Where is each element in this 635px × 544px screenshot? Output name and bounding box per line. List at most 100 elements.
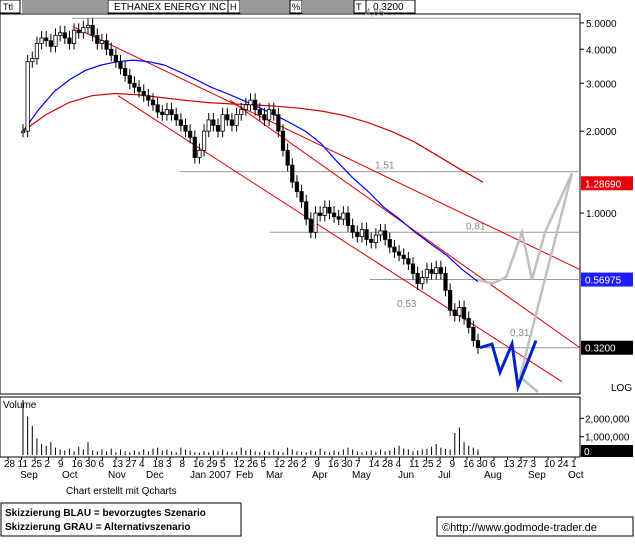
price-badge <box>581 340 633 355</box>
level-label: 0,53 <box>397 299 417 310</box>
candle-body <box>178 119 183 126</box>
candle-body <box>44 37 49 42</box>
candle-body <box>429 269 434 274</box>
candle-body <box>160 111 165 116</box>
candle-body <box>146 95 151 101</box>
time-tick-label: 16 <box>463 459 475 470</box>
time-tick-label: 25 <box>423 459 435 470</box>
candle-body <box>299 191 304 203</box>
candle-body <box>341 212 346 220</box>
time-tick-label: 24 <box>558 459 570 470</box>
scenario-sketches <box>477 172 574 393</box>
volume-tick-label: 2,000,000 <box>585 414 630 425</box>
month-label: Jul <box>438 470 451 481</box>
candle-body <box>20 130 26 134</box>
candle-body <box>420 277 425 285</box>
candle-body <box>62 32 67 39</box>
candle-body <box>369 239 374 243</box>
credit-text: Chart erstellt mit Qcharts <box>66 486 177 497</box>
volume-axis: 2,000,000 1,000,000 0 <box>580 414 633 458</box>
header-spacer-1 <box>22 0 107 13</box>
candle-body <box>364 229 369 240</box>
candle-body <box>104 40 109 50</box>
price-badge <box>581 272 633 287</box>
time-tick-label: 2 <box>301 459 307 470</box>
candle-body <box>276 114 281 132</box>
month-label: Sep <box>528 470 546 481</box>
candle-body <box>183 124 188 132</box>
time-tick-label: 26 <box>288 459 300 470</box>
month-label: Aug <box>484 470 502 481</box>
time-tick-label: 3 <box>166 459 172 470</box>
log-scale-label: LOG <box>611 383 632 394</box>
candle-body <box>271 109 276 116</box>
candle-body <box>220 114 225 132</box>
candle-body <box>461 307 467 319</box>
candle-body <box>206 119 211 132</box>
candle-body <box>406 258 411 265</box>
candle-body <box>336 216 341 220</box>
month-label: Mar <box>266 470 284 481</box>
candle-body <box>58 32 63 36</box>
candle-body <box>243 104 248 111</box>
candle-body <box>81 27 86 34</box>
candle-body <box>136 86 142 92</box>
candle-body <box>95 34 100 44</box>
candle-body <box>48 40 53 47</box>
time-tick-label: 12 <box>234 459 246 470</box>
header-spacer-2 <box>240 0 290 13</box>
price-tick-label: 1.0000 <box>586 209 617 220</box>
candlesticks <box>20 18 481 354</box>
volume-tick-label: 1,000,000 <box>585 433 630 444</box>
scenario-gray-path <box>477 172 574 393</box>
candle-body <box>294 181 300 192</box>
level-label: 4,85 <box>365 7 385 18</box>
candle-body <box>359 229 365 237</box>
time-tick-label: 11 <box>409 459 420 470</box>
candle-body <box>215 124 221 132</box>
legend-gray-text: Skizzierung GRAU = Alternativszenario <box>5 522 191 533</box>
candle-body <box>225 114 230 121</box>
time-tick-label: 18 <box>153 459 165 470</box>
candle-body <box>434 267 439 274</box>
time-tick-label: 11 <box>18 459 29 470</box>
candle-body <box>141 91 146 97</box>
price-badge-label: 0.3200 <box>585 344 616 355</box>
candle-body <box>197 149 202 158</box>
candle-body <box>262 114 267 121</box>
ma-red-line <box>22 92 484 183</box>
time-tick-label: 9 <box>315 459 321 470</box>
level-label: 1,51 <box>375 161 395 172</box>
volume-tick-label: 0 <box>584 447 590 458</box>
month-label: Jun <box>398 470 414 481</box>
candle-body <box>322 206 327 216</box>
candle-body <box>90 24 95 36</box>
candle-body <box>234 114 239 126</box>
candle-body <box>174 114 179 121</box>
candle-body <box>392 246 397 253</box>
time-tick-label: 13 <box>504 459 516 470</box>
scenario-blue-path <box>479 338 538 393</box>
candle-body <box>248 99 253 106</box>
candle-body <box>327 206 332 214</box>
month-label: Dec <box>146 470 164 481</box>
candle-body <box>127 75 132 84</box>
candle-body <box>85 24 91 29</box>
candle-body <box>280 130 286 151</box>
candle-body <box>438 267 443 274</box>
price-badge-label: 1.28690 <box>585 179 622 190</box>
candle-body <box>401 254 406 260</box>
time-tick-label: 29 <box>207 459 219 470</box>
candle-body <box>34 43 40 59</box>
candle-body <box>99 40 105 44</box>
time-tick-label: 28 <box>4 459 16 470</box>
level-label: 0,31 <box>510 328 530 339</box>
legend-blue-text: Skizzierung BLAU = bevorzugtes Szenario <box>5 508 206 519</box>
month-label: Nov <box>108 470 126 481</box>
candle-body <box>192 136 197 158</box>
website-link[interactable]: ©http://www.godmode-trader.de <box>442 522 597 534</box>
candle-body <box>471 327 476 341</box>
candle-body <box>285 149 290 166</box>
candle-body <box>345 212 351 226</box>
